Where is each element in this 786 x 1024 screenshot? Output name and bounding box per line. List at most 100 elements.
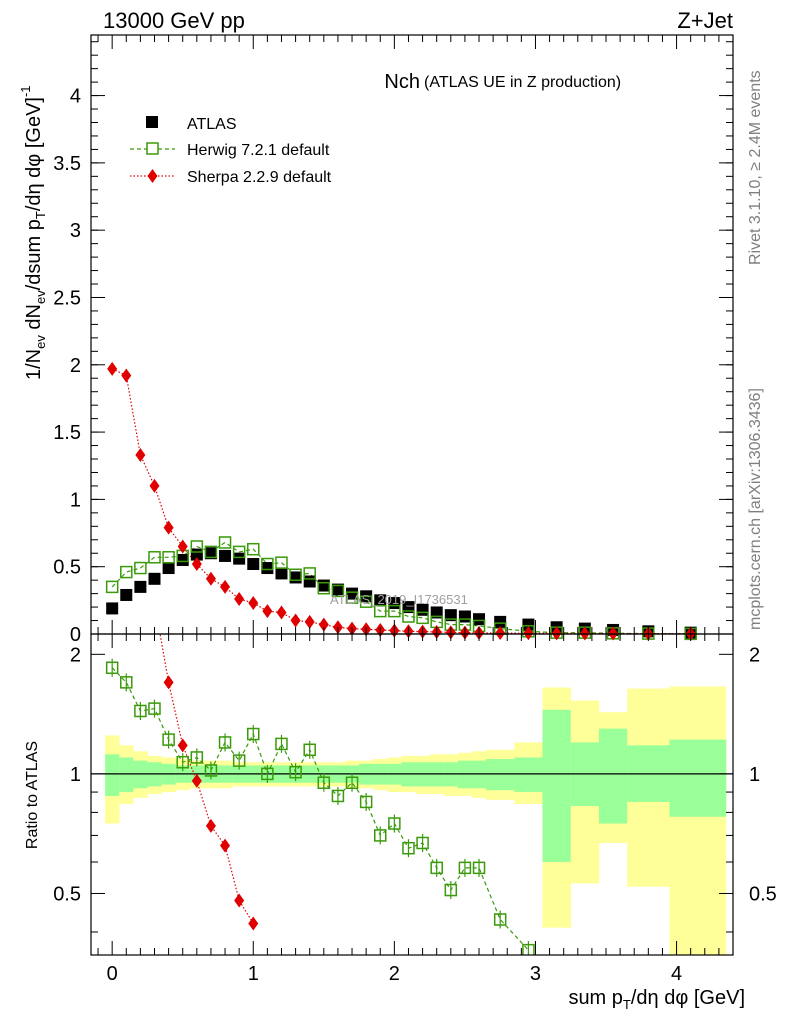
herwig-ratio-point [345,776,359,789]
rivet-label: Rivet 3.1.10, ≥ 2.4M events [747,70,764,265]
uncertainty-band-outer [669,686,727,955]
atlas-point [522,618,535,631]
main-ytick-label: 4 [70,86,81,108]
ratio-ytick-label: 0.5 [53,883,81,905]
herwig-ratio-point [374,829,387,842]
ratio-ytick-label-right: 1 [749,764,760,786]
legend-atlas-label: ATLAS [187,116,237,133]
herwig-ratio-point [472,861,486,875]
atlas-point [374,594,387,607]
legend-atlas-marker [146,116,158,128]
uncertainty-band-inner [514,757,543,793]
uncertainty-band-inner [669,739,727,817]
herwig-point [317,581,331,595]
herwig-point [359,595,373,608]
plot-title-main: Nch [384,71,420,93]
sherpa-point [318,617,329,632]
main-panel: 0 0.5 1 1.5 2 2.5 3 3.5 4 Nch (ATLAS UE in Z pro… [18,34,734,646]
herwig-ratio-point [232,754,246,767]
atlas-point [303,575,316,588]
xlabel: sum pT/dη dφ [GeV] [568,987,745,1012]
sherpa-point [276,605,287,620]
uncertainty-band-inner [119,757,134,793]
herwig-point [388,604,401,618]
atlas-point [134,580,147,593]
atlas-point [402,601,415,614]
ratio-frame [90,633,734,956]
sherpa-point [177,539,188,554]
herwig-ratio-point [190,751,204,764]
herwig-ratio-point [162,733,175,746]
herwig-point [105,580,119,594]
sherpa-point [248,596,259,611]
herwig-ratio-point [522,943,535,955]
atlas-point [317,579,330,592]
herwig-ratio-point [416,836,429,850]
main-ytick-label: 1 [70,489,81,511]
herwig-point [134,561,147,575]
sherpa-point [262,604,273,619]
sherpa-point [163,520,174,535]
sherpa-point [205,571,216,586]
main-ytick-label: 0 [70,624,81,646]
atlas-point [444,609,457,622]
sherpa-ratio-point [177,738,188,753]
sherpa-ratio-point [234,893,245,908]
legend: ATLAS Herwig 7.2.1 default Sherpa 2.2.9 … [130,116,332,186]
atlas-point [346,587,359,600]
herwig-point [374,604,387,618]
sherpa-point [495,626,506,641]
xlabel-text: sum pT/dη dφ [GeV] [568,987,745,1012]
xtick-label: 0 [107,963,118,985]
herwig-point [303,567,316,580]
sherpa-ratio-point [135,537,145,551]
herwig-ratio-point [388,817,401,830]
legend-herwig-label: Herwig 7.2.1 default [187,142,330,159]
atlas-point [275,567,288,580]
herwig-ratio-point [218,736,232,749]
herwig-point [232,545,246,559]
legend-sherpa-marker [147,169,158,183]
main-ytick-label: 1.5 [53,422,81,444]
plot-title-sub: (ATLAS UE in Z production) [424,74,621,91]
main-axis-ticks: 0 0.5 1 1.5 2 2.5 3 3.5 4 [53,35,733,646]
main-ytick-label: 2 [70,355,81,377]
ratio-plot-area [91,537,733,955]
herwig-ratio-point [261,767,274,781]
atlas-point [120,588,133,601]
sherpa-point [220,579,231,594]
ratio-ytick-label-right: 2 [749,644,760,666]
sherpa-ratio-point [220,838,231,853]
atlas-point [494,615,507,628]
main-ytick-label: 3 [70,220,81,242]
ratio-ylabel-text: Ratio to ATLAS [24,741,41,849]
herwig-ratio-point [148,702,161,715]
herwig-ratio-point [120,676,133,689]
atlas-point [458,610,471,623]
herwig-point [204,545,218,559]
ratio-axis-ticks: 0 1 2 3 4 0.5 0.5 1 1 2 2 [53,634,777,985]
herwig-point [162,551,175,564]
herwig-ratio-point [247,727,260,741]
uncertainty-band-inner [542,709,572,863]
atlas-point [219,549,232,562]
sherpa-point [551,626,562,641]
herwig-point [275,556,288,569]
sherpa-ratio-point [149,596,159,610]
xtick-label: 4 [671,963,682,985]
ratio-ytick-label: 1 [70,764,81,786]
legend-sherpa-label: Sherpa 2.2.9 default [187,169,332,186]
atlas-point [106,602,119,615]
main-ytick-label: 3.5 [53,153,81,175]
sherpa-point [234,592,245,607]
herwig-ratio-point [317,776,331,789]
herwig-point [345,591,359,604]
sherpa-ratio-line [159,634,254,924]
atlas-point [430,606,443,619]
atlas-point [162,562,175,575]
main-ytick-label: 0.5 [53,557,81,579]
atlas-point [247,558,260,571]
uncertainty-band-inner [486,759,515,791]
herwig-ratio-point [176,755,189,769]
main-ylabel: 1/Nev dNev/dsum pT/dη dφ [GeV]-1 [18,85,48,380]
